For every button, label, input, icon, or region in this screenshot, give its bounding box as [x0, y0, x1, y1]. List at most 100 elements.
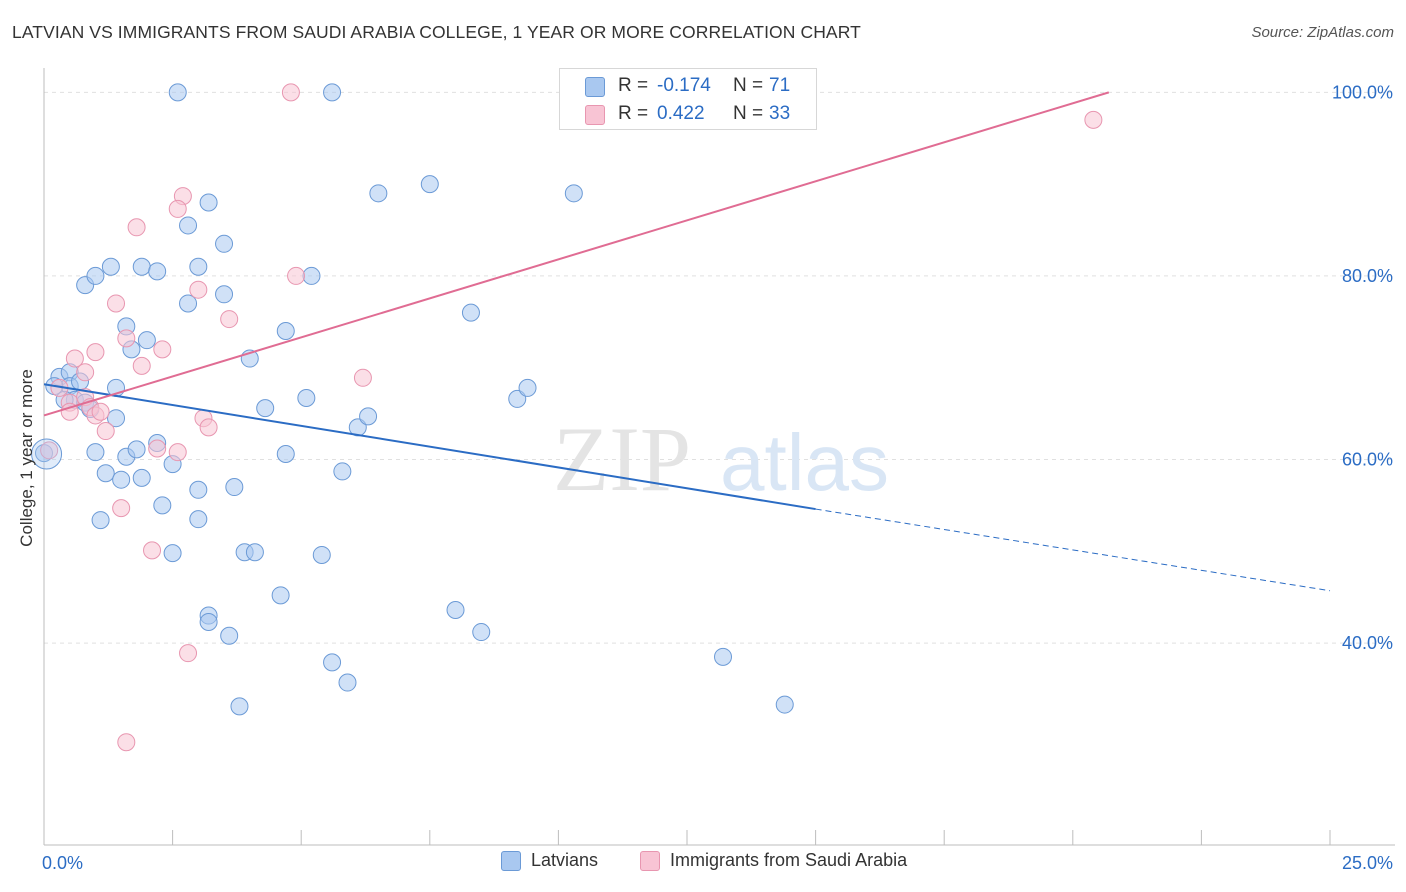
point-latvians: [245, 543, 264, 562]
point-saudi: [117, 733, 136, 752]
point-latvians: [420, 175, 439, 194]
point-saudi: [1084, 110, 1103, 129]
point-latvians: [323, 653, 342, 672]
point-latvians: [153, 496, 172, 515]
point-saudi: [287, 266, 306, 285]
point-latvians: [96, 464, 115, 483]
stats-r-label: R =: [618, 75, 649, 96]
point-latvians: [112, 470, 131, 489]
legend-item-saudi[interactable]: Immigrants from Saudi Arabia: [640, 850, 907, 871]
point-saudi: [76, 363, 95, 382]
stats-row-saudi: R = 0.422 N = 33: [560, 99, 816, 129]
legend-label: Immigrants from Saudi Arabia: [670, 850, 908, 870]
point-saudi: [199, 418, 218, 437]
watermark: ZIP atlas: [553, 408, 889, 510]
stats-n-label: N =: [733, 103, 764, 124]
point-latvians: [199, 193, 218, 212]
trend-line-saudi: [43, 91, 1110, 417]
point-latvians: [31, 438, 63, 470]
point-latvians: [508, 389, 527, 408]
point-latvians: [271, 586, 290, 605]
legend-item-latvians[interactable]: Latvians: [501, 850, 598, 871]
stats-box: R = -0.174 N = 71 R = 0.422 N = 33: [559, 68, 817, 130]
point-latvians: [225, 478, 244, 497]
point-latvians: [189, 480, 208, 499]
point-latvians: [179, 216, 198, 235]
legend-swatch-saudi: [640, 850, 660, 871]
point-latvians: [302, 266, 321, 285]
point-saudi: [168, 443, 187, 462]
point-saudi: [127, 218, 146, 237]
point-latvians: [369, 184, 388, 203]
point-saudi: [107, 294, 126, 313]
point-latvians: [132, 468, 151, 487]
point-latvians: [312, 545, 331, 564]
watermark-zip: ZIP: [553, 408, 691, 510]
y-axis-label: College, 1 year or more: [17, 369, 36, 547]
point-saudi: [189, 280, 208, 299]
point-saudi: [86, 343, 105, 362]
stats-r-value: -0.174: [657, 75, 711, 96]
point-latvians: [220, 626, 239, 645]
legend-swatch-latvians: [501, 850, 521, 871]
point-saudi: [153, 340, 172, 359]
point-latvians: [775, 695, 794, 714]
y-tick-label: 40.0%: [1342, 633, 1393, 653]
stats-swatch-latvians: [585, 77, 605, 97]
point-latvians: [276, 444, 295, 463]
stats-n-value: 33: [769, 103, 791, 124]
point-saudi: [281, 83, 300, 102]
tick-labels: 40.0% 60.0% 80.0% 100.0% 0.0% 25.0%: [42, 82, 1393, 873]
point-saudi: [96, 422, 115, 441]
stats-swatch-saudi: [585, 105, 605, 125]
point-latvians: [297, 389, 316, 408]
point-saudi: [112, 499, 131, 518]
point-latvians: [215, 234, 234, 253]
point-latvians: [564, 184, 583, 203]
point-latvians: [338, 673, 357, 692]
point-saudi: [148, 439, 167, 458]
point-latvians: [137, 331, 156, 350]
trend-line-latvians: [43, 383, 816, 511]
point-latvians: [333, 462, 352, 481]
point-saudi: [60, 402, 79, 421]
legend-label: Latvians: [531, 850, 599, 870]
point-latvians: [199, 612, 218, 631]
x-tick-label: 0.0%: [42, 853, 83, 873]
point-latvians: [461, 303, 480, 322]
stats-r-label: R =: [618, 103, 649, 124]
point-saudi: [220, 310, 239, 329]
legend: Latvians Immigrants from Saudi Arabia: [0, 850, 1406, 878]
stats-n-label: N =: [733, 75, 764, 96]
point-latvians: [101, 257, 120, 276]
x-tick-label: 25.0%: [1342, 853, 1393, 873]
point-saudi: [179, 644, 198, 663]
point-latvians: [163, 544, 182, 563]
point-saudi: [65, 349, 84, 368]
point-latvians: [256, 399, 275, 418]
point-latvians: [323, 83, 342, 102]
point-latvians: [230, 697, 249, 716]
point-latvians: [472, 623, 491, 642]
point-saudi: [40, 441, 59, 460]
point-latvians: [179, 294, 198, 313]
point-saudi: [143, 541, 162, 560]
point-latvians: [168, 83, 187, 102]
source-label: Source: ZipAtlas.com: [1251, 24, 1394, 41]
point-latvians: [189, 257, 208, 276]
point-latvians: [86, 266, 105, 285]
point-latvians: [132, 257, 151, 276]
stats-r-value: 0.422: [657, 103, 705, 124]
point-saudi: [91, 402, 110, 421]
point-saudi: [117, 329, 136, 348]
y-tick-label: 100.0%: [1332, 82, 1393, 102]
chart-title: LATVIAN VS IMMIGRANTS FROM SAUDI ARABIA …: [12, 22, 861, 42]
point-saudi: [168, 199, 187, 218]
trend-line-latvians-extension: [815, 508, 1331, 592]
trend-lines: [43, 91, 1331, 592]
stats-row-latvians: R = -0.174 N = 71: [560, 71, 816, 101]
point-latvians: [189, 510, 208, 529]
point-latvians: [446, 601, 465, 620]
point-latvians: [127, 440, 146, 459]
stats-n-value: 71: [769, 75, 791, 96]
